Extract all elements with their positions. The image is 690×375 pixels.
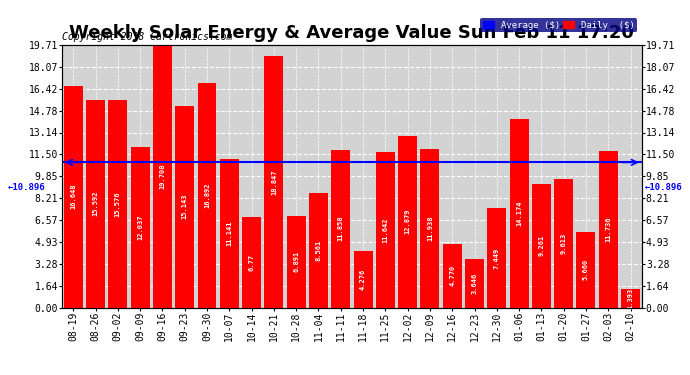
Text: 19.708: 19.708	[159, 164, 166, 189]
Bar	[264, 57, 284, 308]
Bar	[130, 147, 150, 308]
Bar	[242, 217, 261, 308]
Text: 12.879: 12.879	[404, 209, 411, 234]
Bar	[376, 153, 395, 308]
Bar	[554, 180, 573, 308]
Bar	[487, 208, 506, 308]
Bar	[287, 216, 306, 308]
Text: 11.642: 11.642	[382, 217, 388, 243]
Text: 11.858: 11.858	[337, 216, 344, 241]
Text: 14.174: 14.174	[516, 200, 522, 226]
Text: 11.938: 11.938	[427, 215, 433, 241]
Bar	[532, 184, 551, 308]
Bar	[108, 100, 128, 308]
Text: 7.449: 7.449	[494, 247, 500, 268]
Text: 15.143: 15.143	[181, 194, 188, 219]
Bar	[175, 106, 194, 308]
Text: 18.847: 18.847	[271, 169, 277, 195]
Bar	[577, 232, 595, 308]
Text: 4.276: 4.276	[360, 268, 366, 290]
Bar	[309, 194, 328, 308]
Legend: Average ($), Daily  ($): Average ($), Daily ($)	[480, 18, 637, 32]
Text: 15.576: 15.576	[115, 191, 121, 216]
Text: 1.393: 1.393	[627, 288, 633, 309]
Text: 12.037: 12.037	[137, 214, 143, 240]
Bar	[197, 82, 217, 308]
Title: Weekly Solar Energy & Average Value Sun Feb 11 17:20: Weekly Solar Energy & Average Value Sun …	[70, 24, 634, 42]
Bar	[331, 150, 351, 308]
Bar	[465, 259, 484, 308]
Bar	[353, 251, 373, 308]
Bar	[220, 159, 239, 308]
Text: 6.77: 6.77	[248, 254, 255, 271]
Text: 5.660: 5.660	[583, 259, 589, 280]
Bar	[420, 148, 440, 308]
Text: 11.141: 11.141	[226, 220, 233, 246]
Text: ←10.896: ←10.896	[645, 183, 683, 192]
Bar	[443, 244, 462, 308]
Text: Copyright 2018 Cartronics.com: Copyright 2018 Cartronics.com	[62, 32, 233, 42]
Text: 16.892: 16.892	[204, 182, 210, 208]
Text: ←10.896: ←10.896	[7, 183, 45, 192]
Text: 15.592: 15.592	[92, 191, 99, 216]
Bar	[153, 45, 172, 308]
Text: 6.891: 6.891	[293, 251, 299, 272]
Text: 4.770: 4.770	[449, 265, 455, 286]
Bar	[86, 100, 105, 308]
Text: 8.561: 8.561	[315, 240, 322, 261]
Bar	[599, 151, 618, 308]
Bar	[510, 119, 529, 308]
Text: 3.646: 3.646	[471, 273, 477, 294]
Bar	[621, 289, 640, 308]
Text: 9.261: 9.261	[538, 235, 544, 256]
Text: 9.613: 9.613	[561, 233, 566, 254]
Bar	[63, 86, 83, 308]
Text: 16.648: 16.648	[70, 184, 77, 209]
Text: 11.736: 11.736	[605, 217, 611, 242]
Bar	[398, 136, 417, 308]
